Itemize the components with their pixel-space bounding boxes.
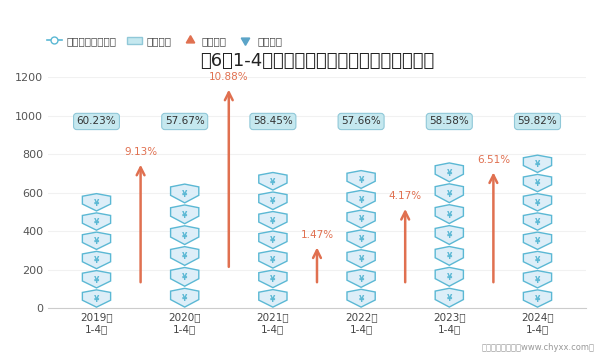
- Polygon shape: [82, 271, 111, 288]
- Polygon shape: [259, 192, 287, 210]
- Text: ¥: ¥: [182, 211, 188, 220]
- Text: ¥: ¥: [447, 252, 452, 261]
- Polygon shape: [523, 251, 552, 269]
- Text: ¥: ¥: [270, 236, 276, 245]
- Text: ¥: ¥: [535, 199, 540, 208]
- Polygon shape: [347, 210, 375, 228]
- Text: 9.13%: 9.13%: [124, 147, 157, 157]
- Polygon shape: [82, 251, 111, 269]
- Polygon shape: [523, 213, 552, 230]
- Text: 58.58%: 58.58%: [430, 116, 469, 126]
- Polygon shape: [171, 267, 199, 286]
- Polygon shape: [347, 289, 375, 307]
- Text: ¥: ¥: [270, 256, 276, 265]
- Polygon shape: [259, 289, 287, 307]
- Polygon shape: [347, 230, 375, 248]
- Title: 近6年1-4月湖南省累计原保险保费收入统计图: 近6年1-4月湖南省累计原保险保费收入统计图: [200, 52, 434, 70]
- Text: ¥: ¥: [358, 275, 364, 284]
- Polygon shape: [259, 231, 287, 248]
- Polygon shape: [82, 213, 111, 230]
- Text: 57.66%: 57.66%: [341, 116, 381, 126]
- Text: 10.88%: 10.88%: [209, 72, 249, 82]
- Text: ¥: ¥: [182, 294, 188, 303]
- Text: ¥: ¥: [358, 295, 364, 304]
- Text: ¥: ¥: [447, 210, 452, 220]
- Polygon shape: [259, 251, 287, 268]
- Text: ¥: ¥: [447, 294, 452, 303]
- Text: ¥: ¥: [535, 160, 540, 169]
- Text: ¥: ¥: [94, 295, 99, 304]
- Polygon shape: [523, 174, 552, 192]
- Text: ¥: ¥: [535, 295, 540, 304]
- Text: ¥: ¥: [94, 199, 99, 208]
- Text: 59.82%: 59.82%: [517, 116, 557, 126]
- Text: ¥: ¥: [358, 255, 364, 264]
- Text: ¥: ¥: [94, 256, 99, 265]
- Text: 制图：智研咨询（www.chyxx.com）: 制图：智研咨询（www.chyxx.com）: [482, 344, 595, 352]
- Text: ¥: ¥: [270, 275, 276, 284]
- Text: ¥: ¥: [358, 215, 364, 224]
- Text: 1.47%: 1.47%: [300, 230, 334, 240]
- Polygon shape: [435, 288, 463, 307]
- Text: ¥: ¥: [270, 217, 276, 226]
- Polygon shape: [347, 190, 375, 208]
- Text: ¥: ¥: [535, 276, 540, 284]
- Text: 6.51%: 6.51%: [477, 155, 510, 165]
- Text: 58.45%: 58.45%: [253, 116, 293, 126]
- Text: ¥: ¥: [270, 295, 276, 304]
- Text: ¥: ¥: [182, 252, 188, 261]
- Polygon shape: [171, 205, 199, 224]
- Text: ¥: ¥: [447, 231, 452, 240]
- Polygon shape: [435, 267, 463, 286]
- Text: ¥: ¥: [535, 237, 540, 246]
- Polygon shape: [82, 232, 111, 250]
- Polygon shape: [435, 226, 463, 245]
- Text: ¥: ¥: [358, 176, 364, 185]
- Polygon shape: [523, 271, 552, 288]
- Polygon shape: [259, 172, 287, 190]
- Text: ¥: ¥: [447, 169, 452, 178]
- Text: ¥: ¥: [447, 273, 452, 282]
- Polygon shape: [523, 194, 552, 211]
- Polygon shape: [435, 246, 463, 265]
- Text: ¥: ¥: [94, 276, 99, 284]
- Polygon shape: [347, 250, 375, 268]
- Text: 60.23%: 60.23%: [77, 116, 117, 126]
- Text: 57.67%: 57.67%: [165, 116, 204, 126]
- Polygon shape: [171, 247, 199, 265]
- Polygon shape: [82, 290, 111, 307]
- Text: ¥: ¥: [535, 256, 540, 265]
- Text: ¥: ¥: [270, 197, 276, 206]
- Polygon shape: [171, 288, 199, 307]
- Text: ¥: ¥: [94, 218, 99, 227]
- Legend: 累计保费（亿元）, 寿险占比, 同比增加, 同比减少: 累计保费（亿元）, 寿险占比, 同比增加, 同比减少: [43, 32, 286, 50]
- Polygon shape: [435, 205, 463, 224]
- Text: ¥: ¥: [358, 235, 364, 244]
- Text: ¥: ¥: [270, 178, 276, 187]
- Text: ¥: ¥: [535, 218, 540, 227]
- Text: ¥: ¥: [94, 237, 99, 246]
- Polygon shape: [347, 269, 375, 287]
- Polygon shape: [347, 171, 375, 188]
- Text: ¥: ¥: [182, 190, 188, 199]
- Polygon shape: [435, 163, 463, 182]
- Polygon shape: [171, 184, 199, 203]
- Polygon shape: [523, 232, 552, 250]
- Polygon shape: [82, 194, 111, 211]
- Polygon shape: [523, 290, 552, 307]
- Polygon shape: [435, 184, 463, 203]
- Polygon shape: [259, 211, 287, 229]
- Polygon shape: [259, 270, 287, 288]
- Text: 4.17%: 4.17%: [389, 191, 422, 201]
- Text: ¥: ¥: [447, 190, 452, 199]
- Text: ¥: ¥: [358, 196, 364, 205]
- Text: ¥: ¥: [182, 232, 188, 241]
- Text: ¥: ¥: [535, 179, 540, 188]
- Polygon shape: [171, 226, 199, 245]
- Polygon shape: [523, 155, 552, 172]
- Text: ¥: ¥: [182, 273, 188, 282]
